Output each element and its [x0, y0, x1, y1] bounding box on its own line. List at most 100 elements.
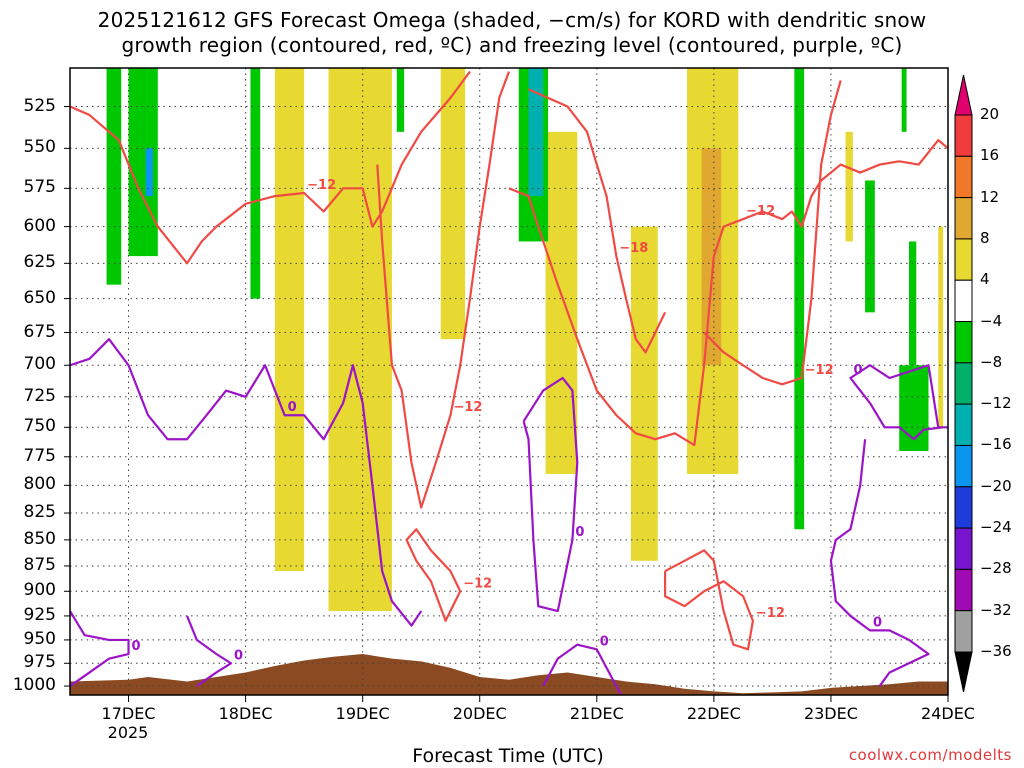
omega-region-18: [794, 68, 805, 530]
purple-contour-label-5: 0: [853, 363, 862, 378]
omega-region-8: [701, 148, 722, 366]
y-tick-label-600: 600: [23, 215, 56, 236]
omega-region-15: [396, 68, 405, 132]
plot-frame: [69, 67, 949, 696]
y-tick-label-850: 850: [23, 528, 56, 549]
y-tick-label-950: 950: [23, 628, 56, 649]
colorbar-swatch-2: [954, 155, 973, 199]
colorbar-label-0: 20: [980, 105, 1000, 123]
red-contour-label-6: −12: [756, 606, 785, 621]
purple-contour-4: [542, 643, 623, 695]
chart-title-line1: 2025121612 GFS Forecast Omega (shaded, −…: [97, 8, 927, 32]
colorbar-label-13: −36: [980, 642, 1012, 660]
omega-region-9: [845, 131, 853, 242]
y-tick-label-975: 975: [23, 652, 56, 673]
x-tick-label-20DEC: 20DEC: [452, 704, 507, 723]
colorbar-label-5: −4: [980, 311, 1003, 330]
red-contour-1: [376, 71, 511, 509]
omega-region-21: [908, 241, 917, 366]
colorbar-swatch-3: [954, 197, 973, 240]
purple-contour-label-4: 0: [600, 634, 609, 649]
red-contour-label-3: −12: [746, 204, 775, 219]
colorbar-swatch-6: [954, 321, 973, 364]
purple-contour-2: [70, 610, 130, 687]
omega-region-14: [250, 68, 261, 299]
y-tick-label-800: 800: [23, 474, 56, 495]
purple-contour-label-2: 0: [132, 639, 141, 654]
gridlines: [70, 68, 949, 695]
purple-contour-0: [70, 338, 423, 627]
y-tick-label-900: 900: [23, 580, 56, 601]
omega-region-2: [328, 68, 392, 612]
red-contour-4: [703, 80, 842, 386]
y-tick-label-925: 925: [23, 604, 56, 625]
red-contour-label-1: −12: [453, 400, 482, 415]
purple-contour-5: [849, 364, 948, 441]
y-tick-label-725: 725: [23, 385, 56, 406]
y-tick-label-625: 625: [23, 252, 56, 273]
purple-contour-label-3: 0: [234, 648, 243, 663]
colorbar: [954, 74, 973, 693]
red-contour-5: [405, 528, 462, 622]
colorbar-label-6: −8: [980, 352, 1003, 371]
red-contour-label-5: −12: [463, 576, 492, 591]
chart-title-line2: growth region (contoured, red, ºC) and f…: [121, 33, 903, 57]
purple-contour-label-6: 0: [873, 615, 882, 630]
purple-contour-6: [829, 439, 930, 687]
omega-region-13: [145, 148, 153, 197]
colorbar-swatch-10: [954, 486, 973, 529]
omega-region-12: [128, 68, 158, 257]
colorbar-top-arrow: [954, 74, 973, 116]
colorbar-swatch-5: [954, 279, 973, 323]
colorbar-swatch-12: [954, 568, 973, 612]
x-tick-label-21DEC: 21DEC: [569, 704, 624, 723]
x-year-label: 2025: [107, 723, 149, 742]
colorbar-label-8: −16: [980, 435, 1012, 454]
contour-layer: −12 −12 −18 −12 −12 −12 −12 0 0 0 0 0 0 0: [70, 70, 948, 695]
x-tick-label-17DEC: 17DEC: [101, 704, 156, 723]
omega-region-11: [106, 68, 122, 285]
y-tick-label-675: 675: [23, 321, 56, 342]
colorbar-swatch-8: [954, 403, 973, 446]
colorbar-swatch-13: [954, 610, 973, 653]
red-contour-3: [508, 139, 948, 447]
y-tick-label-700: 700: [23, 354, 56, 375]
y-tick-label-1000: 1000: [12, 675, 56, 696]
omega-region-6: [630, 226, 658, 561]
y-tick-label-875: 875: [23, 554, 56, 575]
colorbar-label-11: −28: [980, 559, 1012, 578]
x-tick-label-19DEC: 19DEC: [335, 704, 390, 723]
axis-ticks: [64, 106, 949, 702]
omega-region-19: [865, 180, 875, 313]
purple-contour-label-0: 0: [288, 400, 297, 415]
x-tick-label-24DEC: 24DEC: [921, 704, 975, 723]
y-tick-label-550: 550: [23, 137, 56, 158]
omega-region-20: [899, 365, 929, 451]
y-tick-label-825: 825: [23, 502, 56, 523]
colorbar-label-2: 12: [980, 187, 1000, 206]
colorbar-bottom-arrow: [954, 651, 973, 693]
colorbar-swatch-9: [954, 444, 973, 488]
x-tick-label-22DEC: 22DEC: [686, 704, 741, 723]
y-tick-label-750: 750: [23, 416, 56, 437]
terrain-surface: [70, 654, 948, 695]
purple-contour-3: [186, 615, 233, 687]
colorbar-label-9: −20: [980, 476, 1012, 495]
red-contour-label-0: −12: [307, 178, 336, 193]
colorbar-swatch-11: [954, 527, 973, 570]
y-tick-label-525: 525: [23, 95, 56, 116]
y-tick-label-650: 650: [23, 287, 56, 308]
x-tick-label-23DEC: 23DEC: [803, 704, 858, 723]
purple-contour-1: [522, 376, 579, 613]
purple-contour-label-1: 0: [575, 525, 584, 540]
colorbar-label-7: −12: [980, 394, 1012, 413]
colorbar-label-10: −24: [980, 518, 1012, 537]
omega-region-22: [901, 68, 907, 132]
credit-text: coolwx.com/modelts: [848, 746, 1012, 764]
colorbar-label-3: 8: [980, 228, 990, 247]
y-tick-label-575: 575: [23, 177, 56, 198]
colorbar-swatch-1: [954, 114, 973, 157]
omega-region-4: [440, 68, 466, 340]
